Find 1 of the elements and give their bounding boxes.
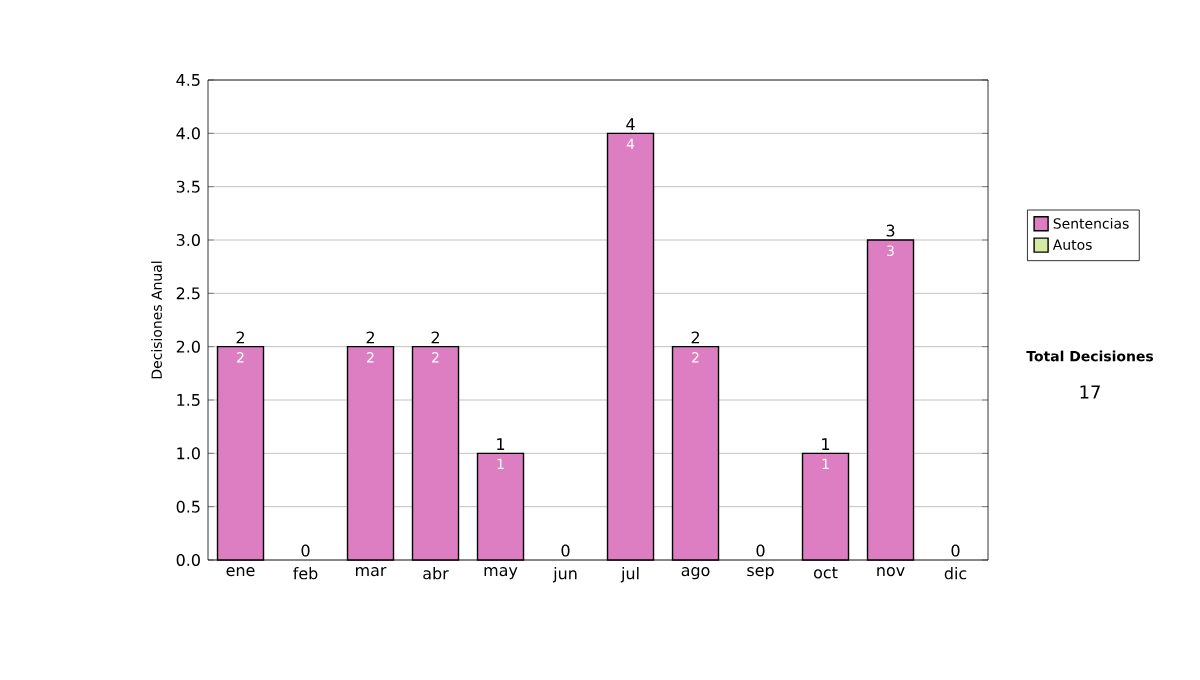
text: 17 [1080,385,1100,399]
